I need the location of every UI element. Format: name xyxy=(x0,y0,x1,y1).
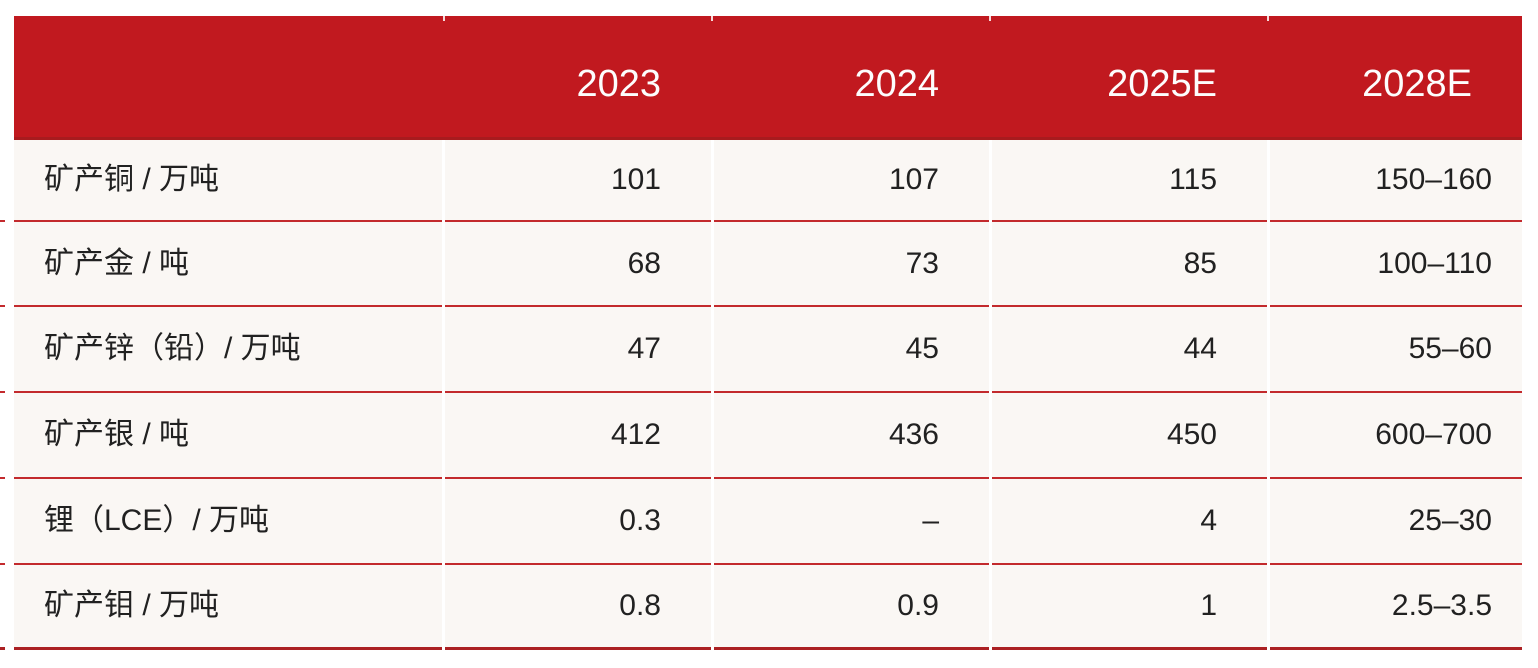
value-cell: 2.5–3.5 xyxy=(1270,565,1522,650)
value-cell: 4 xyxy=(992,479,1267,565)
value-cell: 85 xyxy=(992,222,1267,307)
value-cell: 115 xyxy=(992,140,1267,222)
row-label-cell: 矿产锌（铅）/ 万吨 xyxy=(14,307,442,393)
value-cell: 0.3 xyxy=(445,479,711,565)
header-column-tick xyxy=(443,16,445,21)
table-row-lithium: 锂（LCE）/ 万吨 0.3 – 4 25–30 xyxy=(14,479,1522,565)
header-cell-2023: 2023 xyxy=(576,62,661,105)
value-cell: 45 xyxy=(714,307,989,393)
header-cell-2025e: 2025E xyxy=(1107,62,1217,105)
value-cell: 412 xyxy=(445,393,711,479)
header-column-tick xyxy=(711,16,713,21)
row-divider-edge-remnant xyxy=(0,563,5,565)
row-label-cell: 矿产金 / 吨 xyxy=(14,222,442,307)
value-cell: 450 xyxy=(992,393,1267,479)
value-cell: 150–160 xyxy=(1270,140,1522,222)
header-column-tick xyxy=(1267,16,1269,21)
value-cell: 73 xyxy=(714,222,989,307)
header-cell-2024: 2024 xyxy=(854,62,939,105)
value-cell: 600–700 xyxy=(1270,393,1522,479)
row-divider-edge-remnant xyxy=(0,647,5,650)
value-cell: 47 xyxy=(445,307,711,393)
header-cell-2028e: 2028E xyxy=(1362,62,1472,105)
row-divider-edge-remnant xyxy=(0,477,5,479)
value-cell: 44 xyxy=(992,307,1267,393)
value-cell: 100–110 xyxy=(1270,222,1522,307)
row-divider-edge-remnant xyxy=(0,220,5,222)
row-divider-edge-remnant xyxy=(0,305,5,307)
table-row-silver: 矿产银 / 吨 412 436 450 600–700 xyxy=(14,393,1522,479)
value-cell: 0.8 xyxy=(445,565,711,650)
value-cell: – xyxy=(714,479,989,565)
row-label-cell: 矿产铜 / 万吨 xyxy=(14,140,442,222)
value-cell: 0.9 xyxy=(714,565,989,650)
row-label-cell: 矿产钼 / 万吨 xyxy=(14,565,442,650)
value-cell: 436 xyxy=(714,393,989,479)
value-cell: 55–60 xyxy=(1270,307,1522,393)
table-row-gold: 矿产金 / 吨 68 73 85 100–110 xyxy=(14,222,1522,307)
table-row-zinc-lead: 矿产锌（铅）/ 万吨 47 45 44 55–60 xyxy=(14,307,1522,393)
table-row-molybdenum: 矿产钼 / 万吨 0.8 0.9 1 2.5–3.5 xyxy=(14,565,1522,650)
header-column-tick xyxy=(989,16,991,21)
row-divider-edge-remnant xyxy=(0,391,5,393)
mine-production-table: 2023 2024 2025E 2028E 矿产铜 / 万吨 101 107 1… xyxy=(14,16,1522,650)
row-label-cell: 锂（LCE）/ 万吨 xyxy=(14,479,442,565)
value-cell: 1 xyxy=(992,565,1267,650)
table-header-row: 2023 2024 2025E 2028E xyxy=(14,16,1522,140)
value-cell: 101 xyxy=(445,140,711,222)
value-cell: 68 xyxy=(445,222,711,307)
row-label-cell: 矿产银 / 吨 xyxy=(14,393,442,479)
value-cell: 25–30 xyxy=(1270,479,1522,565)
table-row-copper: 矿产铜 / 万吨 101 107 115 150–160 xyxy=(14,140,1522,222)
value-cell: 107 xyxy=(714,140,989,222)
header-cell-label xyxy=(14,70,442,84)
